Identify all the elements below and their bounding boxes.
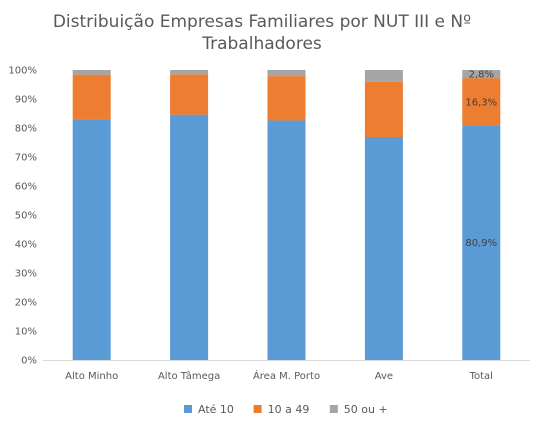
data-label: 16,3%: [465, 97, 497, 108]
y-tick-label: 30%: [15, 269, 37, 280]
y-tick-label: 70%: [15, 153, 37, 164]
bar-segment-at-10-4: [462, 125, 501, 360]
bar-segment-50-ou-3: [364, 70, 403, 82]
bar-segment-50-ou-4: [462, 70, 501, 79]
plot-area: 0% 10% 20% 30% 40% 50% 60% 70% 80% 90% 100% Alto Mi…: [8, 66, 530, 382]
y-tick-label: 60%: [15, 182, 37, 193]
bar-segment-50-ou-1: [170, 70, 209, 75]
y-tick-label: 40%: [15, 240, 37, 251]
legend-label: 10 a 49: [268, 403, 310, 416]
x-tick-label: Total: [469, 371, 493, 382]
data-label: 2,8%: [469, 70, 494, 81]
x-tick-label: Alto Minho: [65, 371, 118, 382]
legend: Até 10 10 a 49 50 ou +: [184, 403, 388, 416]
legend-label: 50 ou +: [344, 403, 388, 416]
chart-title-line-2: Trabalhadores: [201, 34, 322, 54]
bar-segment-10-a-49-2: [267, 76, 306, 121]
bar-segment-at-10-1: [170, 114, 209, 360]
bar-segment-10-a-49-4: [462, 78, 501, 126]
y-tick-label: 10%: [15, 327, 37, 338]
bar-segment-at-10-0: [72, 119, 111, 360]
bar-segment-50-ou-0: [72, 70, 111, 75]
bar-segment-at-10-2: [267, 120, 306, 361]
bar-segment-at-10-3: [364, 136, 403, 360]
y-tick-label: 20%: [15, 298, 37, 309]
x-tick-label: Ave: [375, 371, 393, 382]
bar-segment-10-a-49-1: [170, 74, 209, 115]
legend-swatch: [184, 405, 192, 413]
y-tick-label: 50%: [15, 211, 37, 222]
bar-segment-10-a-49-3: [364, 81, 403, 137]
x-tick-label: Alto Tâmega: [158, 370, 220, 382]
y-tick-label: 100%: [8, 66, 37, 77]
legend-swatch: [329, 405, 338, 413]
y-tick-label: 0%: [21, 356, 37, 367]
x-tick-label: Área M. Porto: [253, 369, 320, 382]
y-tick-label: 90%: [15, 95, 37, 106]
legend-label: Até 10: [198, 403, 234, 416]
legend-swatch: [253, 405, 262, 413]
bar-segment-50-ou-2: [267, 70, 306, 77]
chart-title-line-1: Distribuição Empresas Familiares por NUT…: [53, 12, 471, 32]
bar-segment-10-a-49-0: [72, 74, 111, 120]
y-tick-label: 80%: [15, 124, 37, 135]
data-label: 80,9%: [465, 238, 497, 249]
